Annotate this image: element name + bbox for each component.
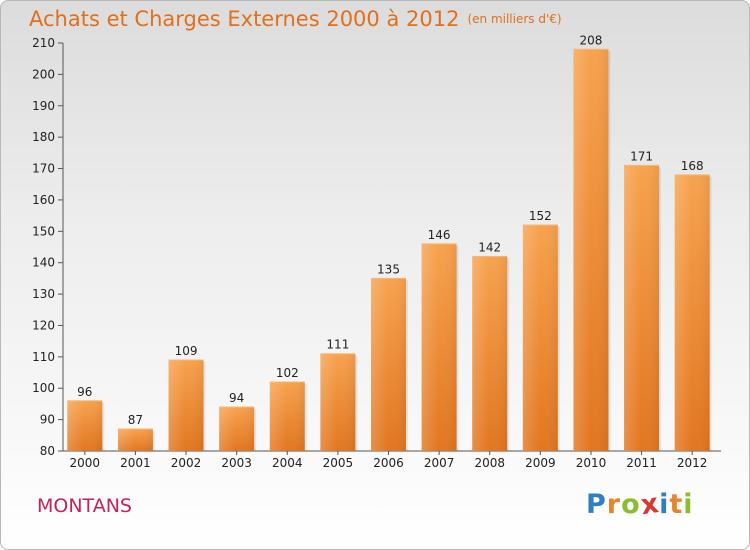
bar-shine (421, 243, 457, 451)
y-tick-label: 180 (32, 130, 55, 144)
value-label: 109 (175, 344, 198, 358)
value-label: 87 (128, 413, 143, 427)
y-tick-label: 90 (40, 413, 55, 427)
city-name: MONTANS (37, 495, 132, 517)
x-axis: 2000 2001 2002 2003 2004 2005 2006 2007 2008 2009… (63, 450, 721, 470)
y-tick-label: 160 (32, 193, 55, 207)
value-label: 168 (681, 159, 704, 173)
value-label: 135 (377, 262, 400, 276)
logo-letter: i (659, 489, 670, 520)
value-label: 152 (529, 209, 552, 223)
bar (674, 174, 712, 452)
bar (421, 243, 459, 451)
chart-title: Achats et Charges Externes 2000 à 2012 (e… (29, 7, 562, 31)
x-tick-label: 2003 (221, 456, 252, 470)
x-tick-label: 2007 (424, 456, 455, 470)
y-tick-label: 140 (32, 256, 55, 270)
bar (624, 164, 662, 451)
bar (67, 400, 105, 451)
value-label: 146 (428, 228, 451, 242)
logo-letter: o (621, 489, 641, 520)
bar-shine (168, 359, 204, 451)
bar (573, 48, 611, 452)
bar-shine (522, 225, 558, 451)
bar-shine (320, 353, 356, 451)
bar-shine (269, 381, 305, 451)
y-tick-label: 170 (32, 162, 55, 176)
x-tick-label: 2005 (323, 456, 354, 470)
bar (371, 277, 408, 451)
y-tick-label: 100 (32, 381, 55, 395)
x-tick-label: 2002 (171, 456, 202, 470)
bar (219, 406, 257, 451)
logo-letter: x (638, 487, 662, 522)
value-label: 208 (580, 33, 603, 47)
bar-shine (624, 165, 660, 451)
bar (269, 381, 307, 451)
logo-letter: r (606, 489, 622, 520)
y-tick-label: 110 (32, 350, 55, 364)
y-tick-label: 210 (32, 36, 55, 50)
logo-letter: P (586, 489, 607, 520)
bar (168, 359, 206, 451)
bar-shine (674, 174, 710, 452)
bar-shine (371, 278, 406, 451)
bar-shine (67, 400, 103, 451)
value-label: 102 (276, 366, 299, 380)
value-label: 111 (326, 338, 349, 352)
x-tick-label: 2006 (373, 456, 404, 470)
x-tick-label: 2008 (474, 456, 505, 470)
bars (67, 48, 712, 452)
y-axis: 80 90 100 110 120 130 140 150 160 170 180 190 200 210 (32, 36, 64, 458)
y-tick-label: 150 (32, 224, 55, 238)
y-tick-label: 200 (32, 67, 55, 81)
x-tick-label: 2012 (677, 456, 708, 470)
value-label: 171 (630, 149, 653, 163)
bar-shine (472, 256, 508, 451)
value-label: 142 (478, 240, 501, 254)
chart-title-text: Achats et Charges Externes 2000 à 2012 (29, 7, 460, 31)
value-labels: 96 87 109 94 102 111 135 146 142 152 208 171 168 (77, 33, 703, 427)
value-label: 94 (229, 391, 244, 405)
x-tick-label: 2001 (120, 456, 151, 470)
chart-unit: (en milliers d'€) (467, 12, 562, 26)
value-label: 96 (77, 385, 92, 399)
logo-letter: t (669, 489, 684, 520)
x-tick-label: 2009 (525, 456, 556, 470)
bar (320, 353, 358, 451)
x-tick-label: 2000 (70, 456, 101, 470)
bar (117, 428, 155, 451)
logo-letter: i (683, 489, 694, 520)
bar-shine (117, 429, 153, 451)
x-tick-label: 2011 (626, 456, 657, 470)
proxiti-logo: Proxiti (586, 487, 694, 522)
x-tick-label: 2010 (576, 456, 607, 470)
bar-shine (219, 407, 255, 451)
y-tick-label: 130 (32, 287, 55, 301)
bar (472, 255, 510, 451)
x-tick-label: 2004 (272, 456, 303, 470)
y-tick-label: 190 (32, 99, 55, 113)
y-tick-label: 120 (32, 318, 55, 332)
bar (522, 224, 560, 451)
bar-shine (573, 49, 609, 452)
y-tick-label: 80 (40, 444, 55, 458)
